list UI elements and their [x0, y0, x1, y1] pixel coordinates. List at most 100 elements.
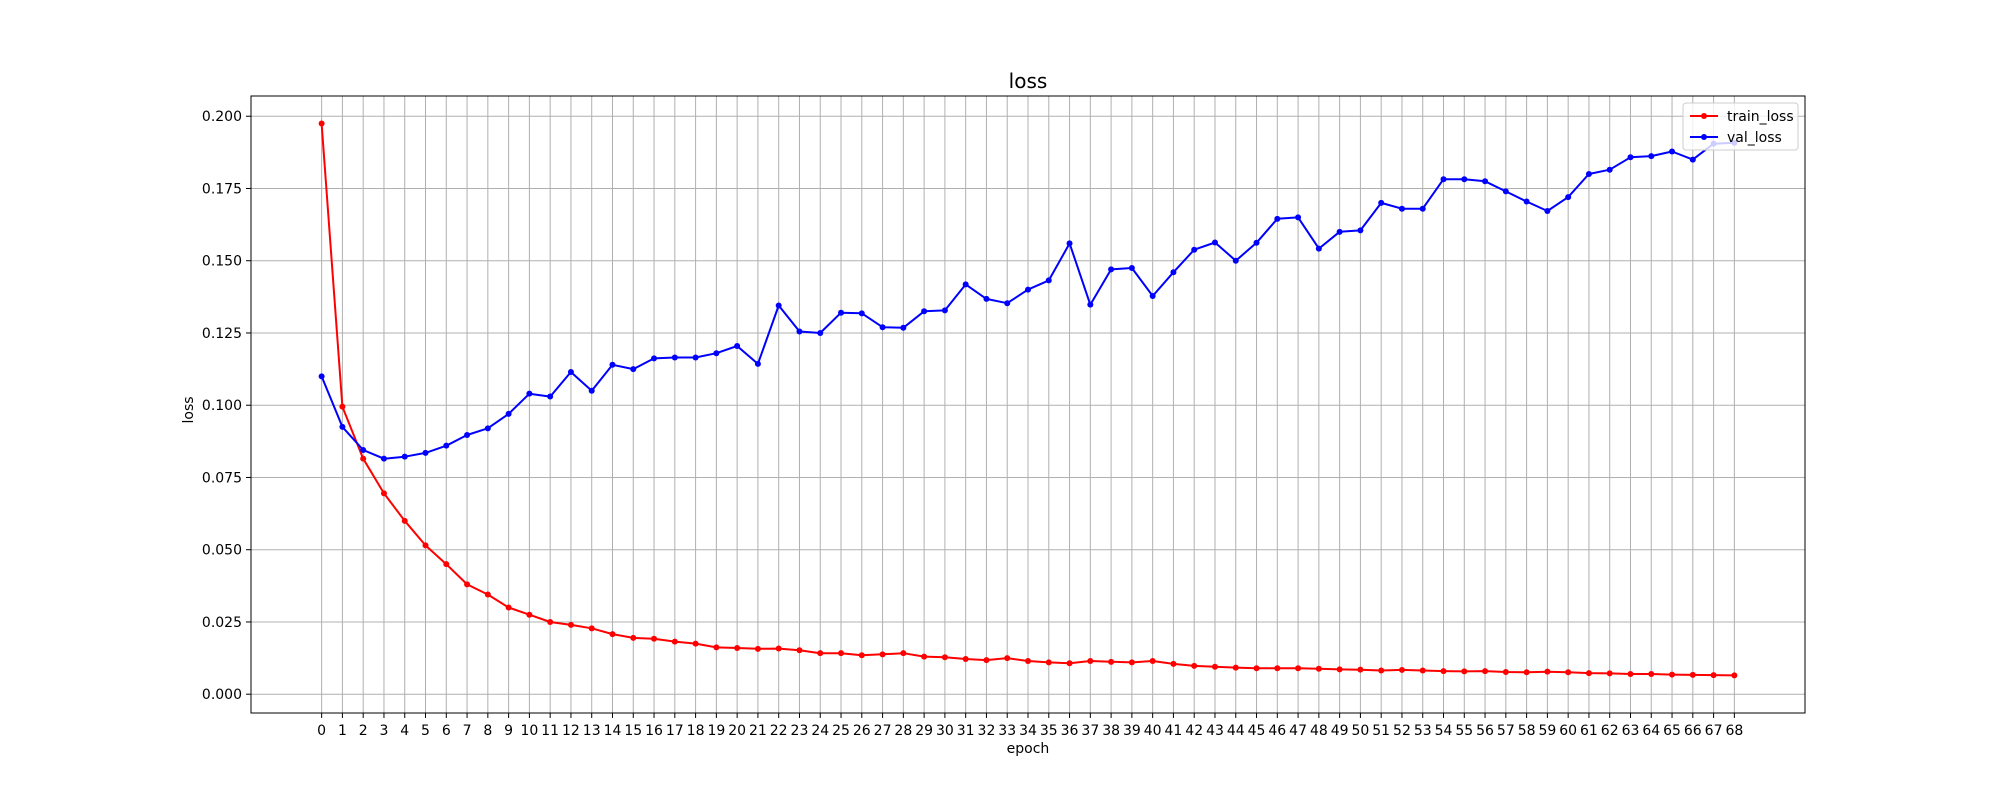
val-loss-point: [1315, 245, 1322, 252]
train-loss-point: [1585, 670, 1592, 677]
val-loss-point: [838, 309, 845, 316]
x-tick-label: 2: [359, 723, 368, 739]
train-loss-point: [1211, 663, 1218, 670]
val-loss-point: [547, 393, 554, 400]
val-loss-point: [1357, 227, 1364, 234]
train-loss-point: [1731, 672, 1738, 679]
train-loss-point: [1565, 669, 1572, 676]
train-loss-point: [1108, 658, 1115, 665]
train-loss-point: [526, 611, 533, 618]
val-loss-point: [422, 449, 429, 456]
train-loss-point: [1295, 665, 1302, 672]
train-loss-point: [1461, 668, 1468, 675]
x-tick-label: 60: [1559, 723, 1577, 739]
train-loss-point: [547, 618, 554, 625]
train-loss-point: [422, 542, 429, 549]
val-loss-point: [1565, 194, 1572, 201]
legend-label-val-loss: val_loss: [1727, 130, 1782, 146]
x-tick-label: 61: [1580, 723, 1598, 739]
train-loss-point: [983, 657, 990, 664]
series-val-loss: [318, 139, 1738, 462]
x-axis-ticks: 0 1 2 3 4 5 6 7 8 9 10 11 12 13 14 15 16 17 18 19 20 21 22 23 24…: [317, 713, 1743, 739]
x-tick-label: 44: [1227, 723, 1245, 739]
val-loss-point: [1274, 215, 1281, 222]
val-loss-point: [1232, 257, 1239, 264]
val-loss-point: [921, 308, 928, 315]
series-train-loss: [318, 120, 1738, 679]
x-tick-label: 63: [1622, 723, 1640, 739]
x-tick-label: 18: [687, 723, 705, 739]
x-tick-label: 53: [1414, 723, 1432, 739]
val-loss-point: [1108, 266, 1115, 273]
train-loss-point: [1274, 665, 1281, 672]
x-tick-label: 10: [520, 723, 538, 739]
x-tick-label: 19: [707, 723, 725, 739]
val-loss-point: [505, 410, 512, 417]
train-loss-point: [1419, 667, 1426, 674]
x-tick-label: 57: [1497, 723, 1515, 739]
train-loss-point: [1232, 664, 1239, 671]
train-loss-point: [567, 621, 574, 628]
val-loss-point: [754, 360, 761, 367]
x-tick-label: 3: [380, 723, 389, 739]
legend-box: [1682, 102, 1799, 151]
val-loss-point: [900, 324, 907, 331]
val-loss-point: [318, 373, 325, 380]
x-tick-label: 33: [998, 723, 1016, 739]
val-loss-point: [1461, 176, 1468, 183]
train-loss-point: [651, 635, 658, 642]
x-tick-label: 52: [1393, 723, 1411, 739]
val-loss-point: [401, 453, 408, 460]
x-tick-label: 12: [562, 723, 580, 739]
x-tick-label: 31: [957, 723, 975, 739]
train-loss-point: [900, 650, 907, 657]
train-loss-point: [1482, 668, 1489, 675]
series-layer: [318, 120, 1738, 679]
train-loss-point: [588, 625, 595, 632]
x-tick-label: 29: [915, 723, 933, 739]
val-loss-point: [1149, 292, 1156, 299]
val-loss-point: [1025, 286, 1031, 293]
val-loss-point: [1440, 176, 1447, 183]
val-loss-point: [443, 442, 450, 449]
val-loss-point: [879, 324, 886, 331]
y-axis-ticks: 0.000 0.025 0.050 0.075 0.100 0.125 0.150 0.175…: [202, 109, 251, 703]
x-tick-label: 58: [1518, 723, 1536, 739]
train-loss-point: [1606, 670, 1613, 677]
x-tick-label: 51: [1372, 723, 1390, 739]
train-loss-point: [1045, 659, 1052, 666]
x-tick-label: 38: [1102, 723, 1120, 739]
val-loss-point: [1627, 154, 1634, 161]
train-loss-point: [838, 650, 845, 657]
train-loss-point: [1087, 657, 1094, 664]
x-tick-label: 30: [936, 723, 954, 739]
y-axis-label: loss: [181, 396, 197, 423]
x-tick-label: 21: [749, 723, 767, 739]
x-tick-label: 7: [463, 723, 472, 739]
y-tick-label: 0.200: [202, 109, 242, 125]
train-loss-point: [401, 517, 408, 524]
x-tick-label: 48: [1310, 723, 1328, 739]
val-loss-point: [1191, 246, 1198, 253]
train-loss-point: [796, 647, 803, 654]
x-tick-label: 25: [832, 723, 850, 739]
x-axis-label: epoch: [1007, 741, 1050, 757]
x-tick-label: 14: [604, 723, 622, 739]
x-tick-label: 22: [770, 723, 788, 739]
val-loss-point: [567, 368, 574, 375]
val-loss-point: [1502, 188, 1509, 195]
legend-marker-val-loss: [1701, 134, 1707, 140]
val-loss-point: [1066, 240, 1073, 247]
train-loss-point: [879, 651, 886, 658]
y-tick-label: 0.075: [202, 470, 242, 486]
val-loss-point: [941, 307, 948, 314]
train-loss-point: [318, 120, 325, 127]
x-tick-label: 68: [1725, 723, 1743, 739]
x-tick-label: 15: [624, 723, 642, 739]
train-loss-point: [692, 640, 699, 647]
x-tick-label: 66: [1684, 723, 1702, 739]
train-loss-point: [1669, 671, 1676, 678]
val-loss-point: [817, 329, 824, 336]
x-tick-label: 55: [1455, 723, 1473, 739]
